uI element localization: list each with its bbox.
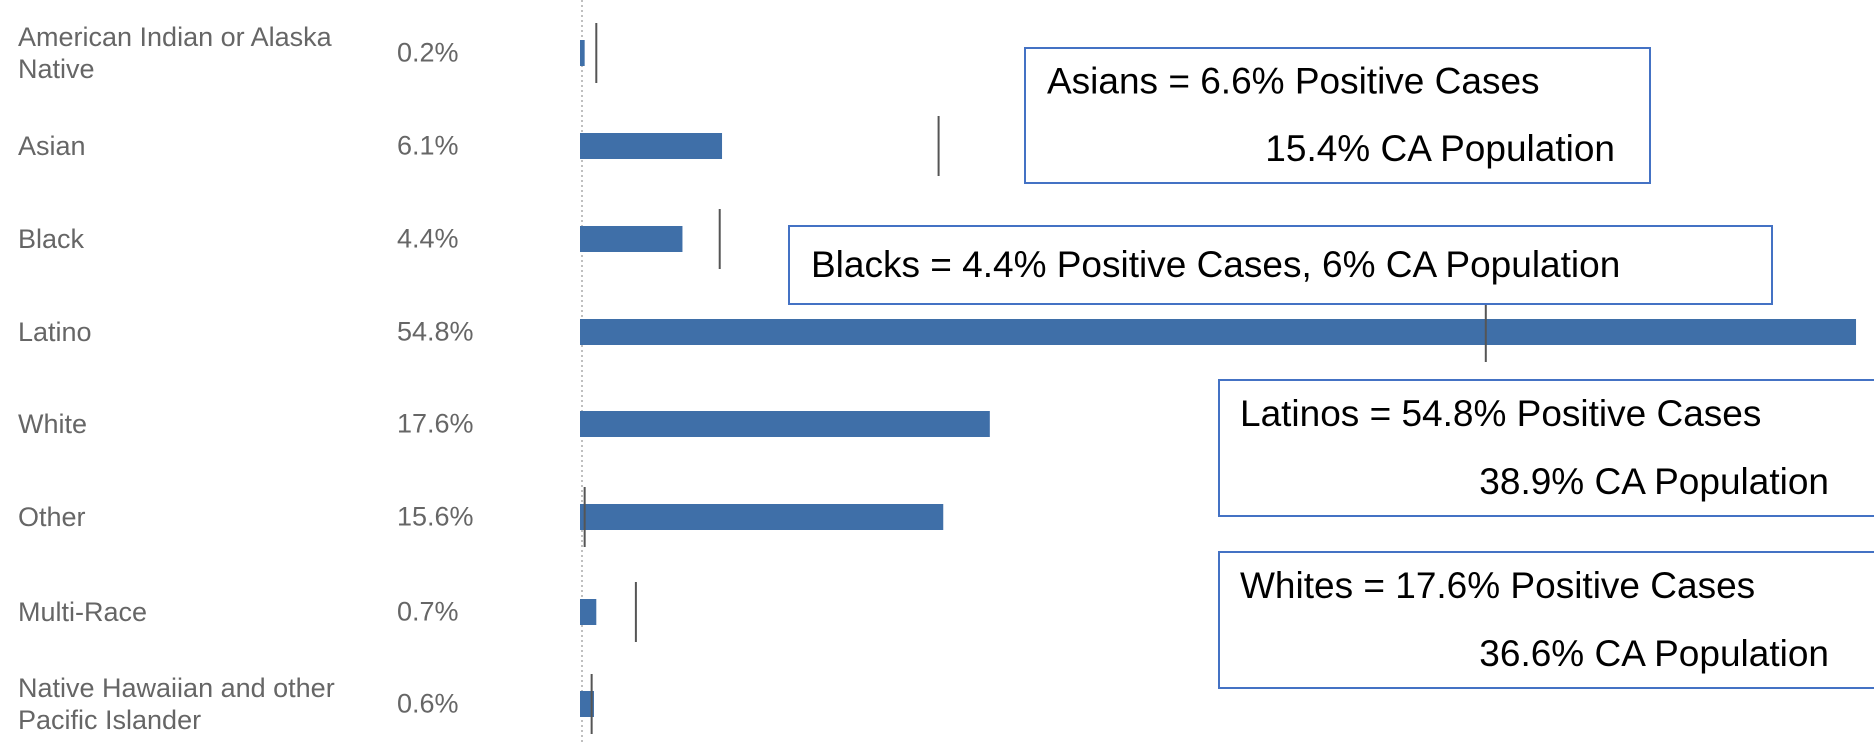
value-label: 0.2% <box>397 37 459 68</box>
bar <box>580 226 683 252</box>
annotation-text: Whites = 17.6% Positive Cases <box>1240 565 1755 606</box>
category-label: White <box>18 409 88 439</box>
category-label: Multi-Race <box>18 597 148 627</box>
value-label: 54.8% <box>397 316 474 347</box>
annotation-box <box>1024 47 1651 184</box>
value-label: 0.7% <box>397 596 459 627</box>
annotation-text: 15.4% CA Population <box>1265 128 1615 169</box>
annotation-text: Asians = 6.6% Positive Cases <box>1047 61 1540 102</box>
annotation-text: Latinos = 54.8% Positive Cases <box>1240 393 1761 434</box>
category-label: American Indian or Alaska Native <box>18 22 332 84</box>
annotation-box <box>1218 551 1874 689</box>
annotation-text: 36.6% CA Population <box>1479 633 1829 674</box>
bar <box>580 133 723 159</box>
category-label: Latino <box>18 317 92 347</box>
annotation-text: 38.9% CA Population <box>1479 461 1829 502</box>
category-label: Asian <box>18 131 86 161</box>
annotation-box <box>788 225 1773 305</box>
value-label: 0.6% <box>397 688 459 719</box>
bar <box>580 40 585 66</box>
bar <box>580 599 597 625</box>
bar <box>580 319 1857 345</box>
value-label: 6.1% <box>397 130 459 161</box>
value-label: 17.6% <box>397 408 474 439</box>
value-label: 15.6% <box>397 501 474 532</box>
category-label: Black <box>18 224 85 254</box>
category-label: Other <box>18 502 86 532</box>
bar <box>580 691 594 717</box>
annotation-text: Blacks = 4.4% Positive Cases, 6% CA Popu… <box>811 244 1620 285</box>
category-label: Native Hawaiian and other Pacific Island… <box>18 673 335 735</box>
annotation-box <box>1218 379 1874 517</box>
value-label: 4.4% <box>397 223 459 254</box>
bar <box>580 504 944 530</box>
bar <box>580 411 990 437</box>
